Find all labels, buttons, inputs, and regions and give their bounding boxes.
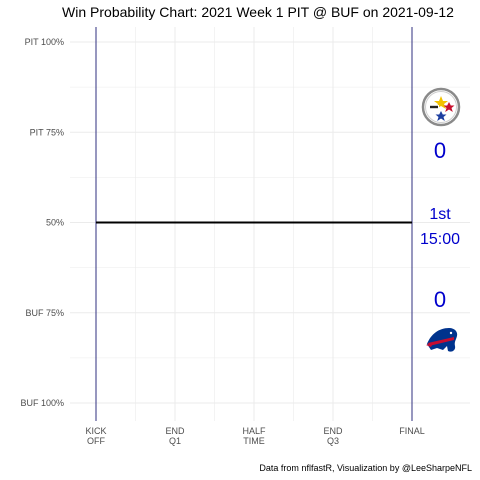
steelers-logo [421, 87, 461, 127]
grid [70, 27, 470, 421]
chart-caption: Data from nflfastR, Visualization by @Le… [259, 463, 472, 473]
y-tick-label: 50% [46, 218, 64, 228]
y-tick-label: PIT 100% [25, 37, 64, 47]
home-score: 0 [434, 287, 446, 312]
x-tick-label: END Q1 [165, 426, 185, 446]
x-tick-label: END Q3 [323, 426, 343, 446]
bills-logo [426, 328, 458, 352]
y-tick-label: PIT 75% [30, 127, 64, 137]
x-tick-label: FINAL [399, 426, 425, 436]
quarter-label: 1st [429, 206, 451, 223]
x-tick-label: KICK OFF [85, 426, 106, 446]
x-axis: KICK OFF END Q1 HALF TIME END Q3 FINAL [85, 426, 424, 446]
x-tick-label: HALF TIME [242, 426, 266, 446]
game-clock: 15:00 [420, 231, 460, 248]
chart-title: Win Probability Chart: 2021 Week 1 PIT @… [62, 4, 454, 20]
period-lines [95, 27, 413, 421]
away-score: 0 [434, 138, 446, 163]
y-tick-label: BUF 100% [20, 398, 64, 408]
y-axis: PIT 100% PIT 75% 50% BUF 75% BUF 100% [20, 37, 64, 408]
y-tick-label: BUF 75% [25, 308, 64, 318]
